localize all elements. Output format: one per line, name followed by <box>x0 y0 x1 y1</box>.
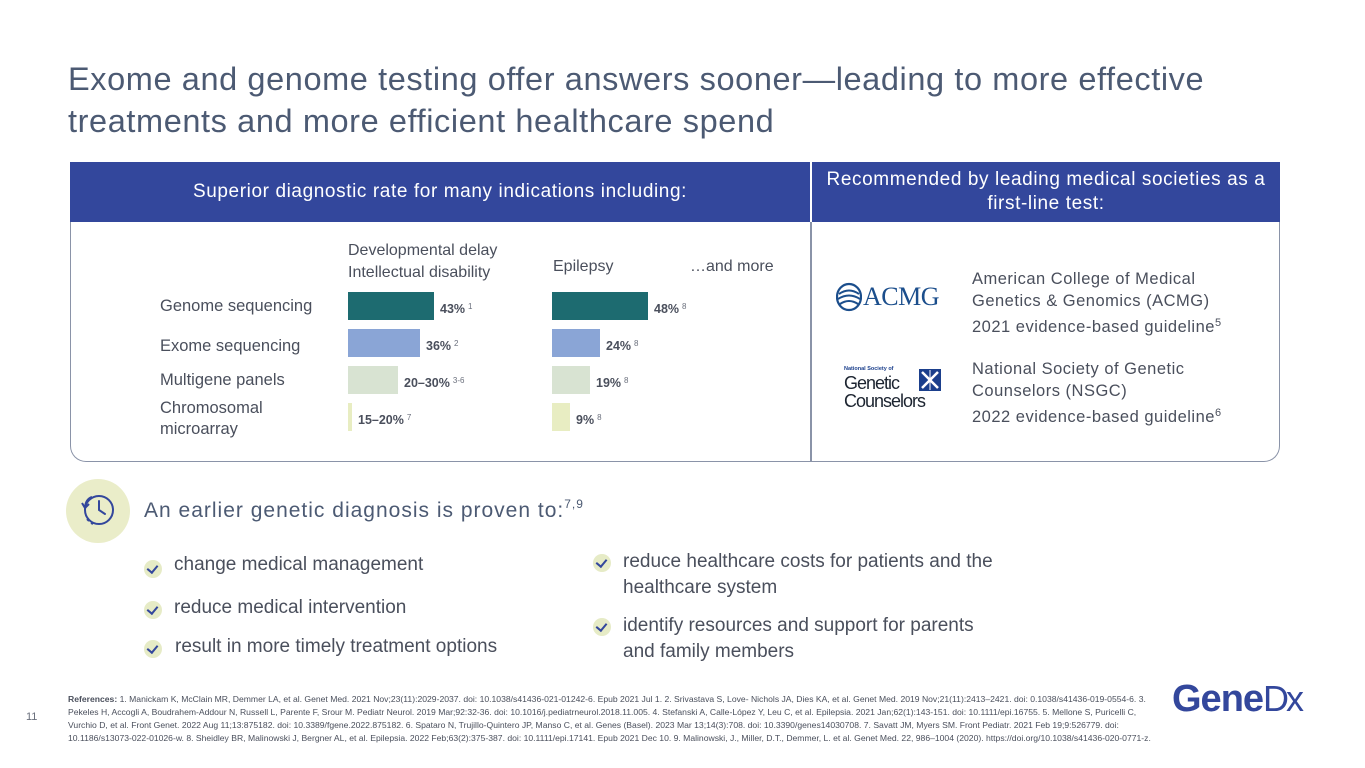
acmg-description: American College of Medical Genetics & G… <box>972 268 1222 338</box>
references: References: 1. Manickam K, McClain MR, D… <box>68 693 1158 745</box>
panel-header-bar <box>70 162 1280 222</box>
bar-epilepsy-exome <box>552 329 600 357</box>
check-icon <box>144 640 162 658</box>
column-header-line: Intellectual disability <box>348 264 491 281</box>
check-icon <box>144 560 162 578</box>
bar-dd-exome <box>348 329 420 357</box>
acmg-line: Genetics & Genomics (ACMG) <box>972 292 1210 310</box>
acmg-logo: ACMG <box>836 280 946 314</box>
nsgc-description: National Society of Genetic Counselors (… <box>972 358 1222 428</box>
row-label-genome: Genome sequencing <box>160 297 313 315</box>
benefit-item: reduce healthcare costs for patients and… <box>623 551 993 598</box>
panel-divider <box>810 222 812 462</box>
bar-epilepsy-multigene <box>552 366 590 394</box>
nsgc-logo-small-text: National Society of <box>844 366 894 372</box>
nsgc-logo-line2: Counselors <box>844 391 926 411</box>
bar-dd-microarray <box>348 403 352 431</box>
header-divider <box>810 162 812 222</box>
clock-history-icon-badge <box>66 479 130 543</box>
bar-epilepsy-microarray <box>552 403 570 431</box>
nsgc-line: National Society of Genetic <box>972 360 1185 378</box>
genedx-logo-main: Gene <box>1172 678 1264 720</box>
column-header-line: Developmental delay <box>348 242 498 259</box>
acmg-ref: 5 <box>1214 317 1222 329</box>
acmg-line: American College of Medical <box>972 270 1196 288</box>
recommendation-header: Recommended by leading medical societies… <box>826 169 1266 214</box>
benefits-title-ref: 7,9 <box>564 497 584 511</box>
evidence-panel <box>70 162 1280 462</box>
nsgc-logo: National Society of Genetic Counselors <box>842 366 946 414</box>
bar-epilepsy-genome <box>552 292 648 320</box>
data-label-epilepsy-microarray: 9% 8 <box>576 413 602 427</box>
nsgc-line: Counselors (NSGC) <box>972 382 1128 400</box>
check-icon <box>144 601 162 619</box>
benefit-item: identify resources and support for paren… <box>623 615 974 662</box>
genedx-logo-dx: Dx <box>1263 678 1304 719</box>
clock-history-icon <box>81 495 114 525</box>
column-header-developmental-delay: Developmental delay Intellectual disabil… <box>348 240 497 284</box>
references-label: References: <box>68 694 118 704</box>
slide-title: Exome and genome testing offer answers s… <box>68 61 1205 139</box>
acmg-line: 2021 evidence-based guideline5 <box>972 317 1222 336</box>
check-icon <box>593 554 611 572</box>
row-label-microarray: Chromosomal microarray <box>160 399 263 438</box>
references-text: 1. Manickam K, McClain MR, Demmer LA, et… <box>68 694 1151 743</box>
bar-dd-multigene <box>348 366 398 394</box>
data-label-epilepsy-genome: 48% 8 <box>654 302 687 316</box>
acmg-logo-text: ACMG <box>863 282 940 311</box>
diagnostic-rate-header: Superior diagnostic rate for many indica… <box>192 181 688 202</box>
acmg-globe-icon <box>836 282 862 312</box>
bar-dd-genome <box>348 292 434 320</box>
nsgc-logo-line1: Genetic <box>844 373 900 393</box>
data-label-dd-microarray: 15–20% 7 <box>358 413 412 427</box>
column-header-more: …and more <box>690 258 774 275</box>
data-label-epilepsy-multigene: 19% 8 <box>596 376 629 390</box>
column-header-epilepsy: Epilepsy <box>553 258 614 275</box>
benefits-title: An earlier genetic diagnosis is proven t… <box>144 497 584 522</box>
page-number: 11 <box>26 711 38 723</box>
benefit-item: result in more timely treatment options <box>175 636 498 657</box>
data-label-dd-exome: 36% 2 <box>426 339 459 353</box>
nsgc-ref: 6 <box>1214 407 1222 419</box>
genedx-logo: GeneDx <box>1172 678 1304 721</box>
data-label-epilepsy-exome: 24% 8 <box>606 339 639 353</box>
row-label-multigene: Multigene panels <box>160 371 285 389</box>
data-label-dd-multigene: 20–30% 3-6 <box>404 376 465 390</box>
row-label-exome: Exome sequencing <box>160 337 301 355</box>
check-icon <box>593 618 611 636</box>
benefit-item: change medical management <box>174 554 424 575</box>
nsgc-line: 2022 evidence-based guideline6 <box>972 407 1222 426</box>
nsgc-helix-icon <box>919 369 941 391</box>
data-label-dd-genome: 43% 1 <box>440 302 473 316</box>
benefit-item: reduce medical intervention <box>174 597 407 618</box>
